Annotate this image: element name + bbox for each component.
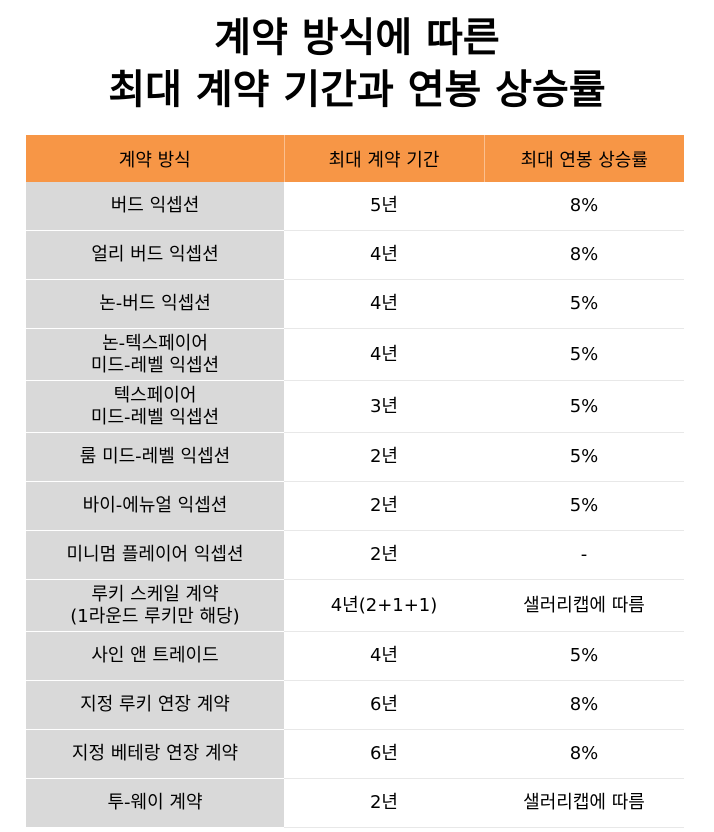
max-period-cell: 4년 — [284, 328, 484, 381]
header-row: 계약 방식 최대 계약 기간 최대 연봉 상승률 — [26, 135, 684, 182]
contract-method-cell: 바이-에뉴얼 익셉션 — [26, 481, 284, 531]
table-row: 지정 루키 연장 계약 6년 8% — [26, 680, 684, 730]
table-row: 지정 베테랑 연장 계약 6년 8% — [26, 729, 684, 779]
max-period-cell: 2년 — [284, 432, 484, 482]
contract-method-cell: 버드 익셉션 — [26, 182, 284, 231]
max-period-cell: 6년 — [284, 729, 484, 779]
max-period-cell: 2년 — [284, 481, 484, 531]
table-header: 계약 방식 최대 계약 기간 최대 연봉 상승률 — [26, 135, 684, 182]
contract-method-text: 지정 베테랑 연장 계약 — [71, 743, 239, 764]
contract-method-cell: 논-버드 익셉션 — [26, 279, 284, 329]
header-max-raise: 최대 연봉 상승률 — [483, 135, 684, 182]
table-row: 투-웨이 계약 2년 샐러리캡에 따름 — [26, 778, 684, 828]
contract-method-cell: 텍스페이어 미드-레벨 익셉션 — [26, 380, 284, 433]
max-period-cell: 3년 — [284, 380, 484, 433]
contract-method-text: 논-텍스페이어 — [102, 332, 208, 354]
max-period-cell: 4년 — [284, 230, 484, 280]
table-row: 논-버드 익셉션 4년 5% — [26, 279, 684, 329]
table-row: 사인 앤 트레이드 4년 5% — [26, 631, 684, 681]
table-body: 버드 익셉션 5년 8% 얼리 버드 익셉션 4년 8% 논-버드 익셉션 4년 5% 논-텍스페… — [26, 182, 684, 828]
table-row: 버드 익셉션 5년 8% — [26, 182, 684, 231]
contract-method-text: 미드-레벨 익셉션 — [90, 354, 220, 376]
contract-method-text: (1라운드 루키만 해당) — [70, 605, 240, 627]
max-period-cell: 2년 — [284, 530, 484, 580]
contract-method-cell: 투-웨이 계약 — [26, 778, 284, 828]
contract-method-text: 바이-에뉴얼 익셉션 — [82, 495, 228, 516]
max-raise-cell: 5% — [484, 380, 684, 433]
contract-method-cell: 룸 미드-레벨 익셉션 — [26, 432, 284, 482]
table-row: 미니멈 플레이어 익셉션 2년 - — [26, 530, 684, 580]
contract-method-text: 얼리 버드 익셉션 — [91, 244, 219, 265]
contract-method-text: 룸 미드-레벨 익셉션 — [79, 446, 231, 467]
table-row: 얼리 버드 익셉션 4년 8% — [26, 230, 684, 280]
max-raise-cell: 5% — [484, 631, 684, 681]
max-raise-cell: 샐러리캡에 따름 — [484, 579, 684, 632]
contract-method-text: 텍스페이어 — [113, 384, 197, 406]
header-contract-method: 계약 방식 — [26, 135, 284, 182]
table-row: 룸 미드-레벨 익셉션 2년 5% — [26, 432, 684, 482]
title-line-2: 최대 계약 기간과 연봉 상승률 — [108, 67, 606, 113]
max-raise-cell: 8% — [484, 729, 684, 779]
header-max-period: 최대 계약 기간 — [283, 135, 484, 182]
max-period-cell: 4년 — [284, 279, 484, 329]
contract-method-text: 미드-레벨 익셉션 — [90, 406, 220, 428]
table-row: 논-텍스페이어 미드-레벨 익셉션 4년 5% — [26, 328, 684, 381]
max-period-cell: 2년 — [284, 778, 484, 828]
contract-method-text: 논-버드 익셉션 — [99, 293, 211, 314]
max-raise-cell: 8% — [484, 230, 684, 280]
max-raise-cell: - — [484, 530, 684, 580]
contract-method-text: 사인 앤 트레이드 — [91, 645, 219, 666]
contract-method-cell: 논-텍스페이어 미드-레벨 익셉션 — [26, 328, 284, 381]
contract-method-text: 버드 익셉션 — [110, 195, 200, 216]
max-raise-cell: 5% — [484, 328, 684, 381]
contract-method-cell: 사인 앤 트레이드 — [26, 631, 284, 681]
max-period-cell: 4년 — [284, 631, 484, 681]
max-raise-cell: 샐러리캡에 따름 — [484, 778, 684, 828]
contract-method-cell: 지정 베테랑 연장 계약 — [26, 729, 284, 779]
max-raise-cell: 5% — [484, 481, 684, 531]
title-line-1: 계약 방식에 따른 — [214, 15, 500, 61]
contract-method-text: 지정 루키 연장 계약 — [80, 694, 230, 715]
contract-method-cell: 루키 스케일 계약 (1라운드 루키만 해당) — [26, 579, 284, 632]
max-raise-cell: 5% — [484, 432, 684, 482]
max-raise-cell: 8% — [484, 680, 684, 730]
contract-method-text: 투-웨이 계약 — [107, 792, 203, 813]
max-period-cell: 4년(2+1+1) — [284, 579, 484, 632]
contract-method-cell: 미니멈 플레이어 익셉션 — [26, 530, 284, 580]
max-raise-cell: 8% — [484, 182, 684, 231]
contract-table-container: 계약 방식 최대 계약 기간 최대 연봉 상승률 버드 익셉션 5년 8% 얼리 버드… — [26, 135, 684, 828]
contract-table: 계약 방식 최대 계약 기간 최대 연봉 상승률 버드 익셉션 5년 8% 얼리 버드… — [26, 135, 684, 828]
max-raise-cell: 5% — [484, 279, 684, 329]
contract-method-text: 미니멈 플레이어 익셉션 — [66, 544, 244, 565]
table-row: 텍스페이어 미드-레벨 익셉션 3년 5% — [26, 380, 684, 433]
contract-method-cell: 얼리 버드 익셉션 — [26, 230, 284, 280]
table-row: 바이-에뉴얼 익셉션 2년 5% — [26, 481, 684, 531]
max-period-cell: 5년 — [284, 182, 484, 231]
contract-method-text: 루키 스케일 계약 — [91, 583, 219, 605]
table-row: 루키 스케일 계약 (1라운드 루키만 해당) 4년(2+1+1) 샐러리캡에 따름 — [26, 579, 684, 632]
contract-method-cell: 지정 루키 연장 계약 — [26, 680, 284, 730]
page-title: 계약 방식에 따른 최대 계약 기간과 연봉 상승률 — [0, 12, 714, 116]
max-period-cell: 6년 — [284, 680, 484, 730]
